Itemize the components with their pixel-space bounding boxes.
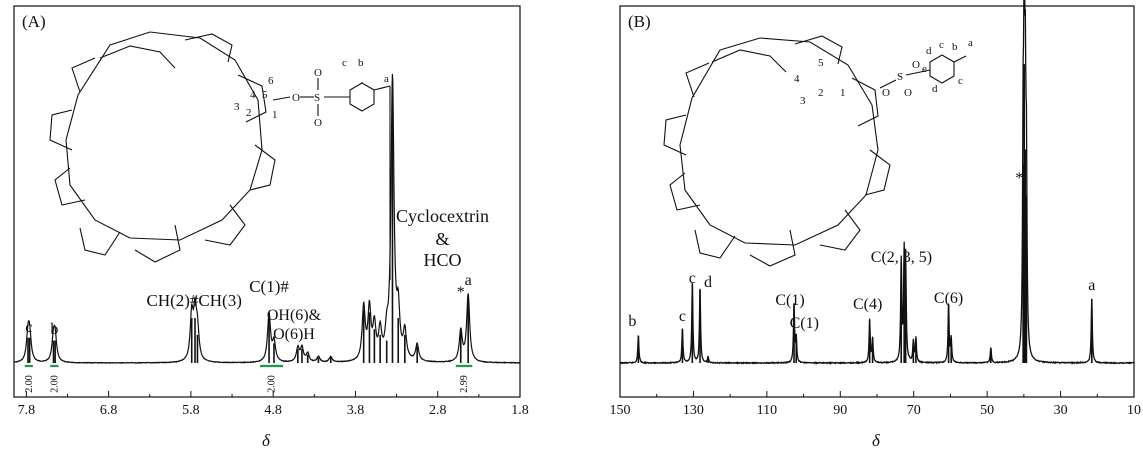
peak-label: C(1) — [790, 315, 819, 332]
struct-b-c2: c — [958, 75, 963, 87]
peak-label: b — [50, 321, 58, 338]
peak-label: * — [457, 284, 465, 301]
peak-label: * — [1015, 170, 1023, 187]
x-tick-label: 130 — [683, 403, 704, 418]
peak-label: CH(2)#CH(3) — [146, 291, 241, 310]
struct-b-pos1: 1 — [840, 87, 846, 99]
x-tick-label: 30 — [1054, 403, 1068, 418]
panel-a-integrals: 2.00 2.00 2.00 2.99 — [24, 364, 473, 393]
struct-b-d1: d — [926, 45, 932, 57]
x-tick-label: 70 — [907, 403, 921, 418]
panel-a-label: (A) — [22, 12, 46, 31]
panel-b-peak-labels: b cc dC(1)C(1)C(4)C(2, 3, 5)C(6)*a — [628, 170, 1095, 332]
peak-label: c — [25, 319, 32, 336]
panel-b-frame — [619, 5, 1135, 398]
struct-b-pos2: 2 — [818, 87, 824, 99]
panel-a: (A) δ 7.8 6.8 5.8 4.8 3.8 2.8 1.8 c bCH(2)#CH(3… — [13, 5, 529, 450]
peak-label: C(2, 3, 5) — [871, 249, 932, 266]
panel-a-peak-labels: c b CH(2)#CH(3) C(1)# OH(6)& O(6)H * Cyclocextr… — [25, 206, 489, 343]
struct-a-o2: O — [314, 117, 322, 129]
struct-b-e: e — [922, 63, 927, 75]
struct-a-s: S — [314, 92, 320, 104]
panel-b: (B) δ 150 130 110 90 70 50 30 10 b cc dC(1)C(1)C(… — [610, 0, 1141, 450]
struct-a-pos3: 3 — [234, 101, 240, 113]
panel-a-structure-text: S O O O c b a 6 5 4 3 2 1 — [234, 57, 389, 129]
x-tick-label: 6.8 — [100, 403, 118, 418]
struct-a-c: c — [342, 57, 347, 69]
peak-label: OH(6)& — [267, 307, 322, 324]
integral-value: 2.00 — [49, 375, 60, 393]
struct-a-b: b — [358, 57, 364, 69]
spectrum-line — [13, 73, 521, 365]
peak-label: & — [436, 229, 450, 249]
peak-label: c — [679, 308, 686, 325]
x-tick-label: 7.8 — [18, 403, 36, 418]
struct-a-a: a — [384, 73, 389, 85]
x-tick-label: 3.8 — [347, 403, 365, 418]
peak-label: a — [465, 272, 472, 289]
struct-b-o3: O — [882, 87, 890, 99]
panel-a-x-axis: 7.8 6.8 5.8 4.8 3.8 2.8 1.8 — [18, 391, 529, 418]
spectrum-line — [619, 0, 1135, 365]
struct-b-b: b — [952, 41, 958, 53]
x-tick-label: 110 — [757, 403, 777, 418]
peak-label: C(1) — [775, 292, 804, 309]
peak-label: d — [704, 274, 712, 291]
peak-label: C(6) — [934, 290, 963, 307]
struct-a-o1: O — [314, 67, 322, 79]
struct-a-pos1: 1 — [272, 109, 278, 121]
panel-b-structure-text: S O O O d c b a e c d 5 4 3 2 1 — [794, 37, 973, 107]
struct-b-a: a — [968, 37, 973, 49]
peak-label: HCO — [424, 250, 462, 270]
integral-value: 2.00 — [267, 375, 278, 393]
x-tick-label: 5.8 — [182, 403, 200, 418]
panel-b-spectrum — [619, 0, 1135, 365]
peak-label: C(4) — [853, 296, 882, 313]
struct-a-pos4: 4 — [250, 89, 256, 101]
struct-b-pos5: 5 — [818, 57, 824, 69]
peak-label: Cyclocextrin — [396, 206, 489, 226]
panel-a-xlabel: δ — [262, 431, 271, 450]
x-tick-label: 1.8 — [511, 403, 529, 418]
x-tick-label: 50 — [980, 403, 994, 418]
struct-b-pos3: 3 — [800, 95, 806, 107]
peak-label: O(6)H — [273, 326, 315, 343]
integral-value: 2.99 — [459, 375, 470, 393]
struct-b-o1: O — [912, 59, 920, 71]
struct-a-pos5: 5 — [262, 89, 268, 101]
panel-b-label: (B) — [628, 12, 651, 31]
struct-b-s: S — [897, 71, 903, 83]
struct-b-o2: O — [904, 87, 912, 99]
x-tick-label: 2.8 — [429, 403, 447, 418]
panel-a-frame — [13, 5, 521, 398]
peak-label: b — [628, 313, 636, 330]
panel-b-xlabel: δ — [872, 431, 881, 450]
struct-a-pos2: 2 — [246, 107, 252, 119]
x-tick-label: 10 — [1127, 403, 1141, 418]
x-tick-label: 4.8 — [264, 403, 282, 418]
integral-value: 2.00 — [24, 375, 35, 393]
struct-b-c1: c — [939, 39, 944, 51]
struct-a-o3: O — [292, 92, 300, 104]
x-tick-label: 150 — [610, 403, 631, 418]
peak-label: a — [1088, 277, 1095, 294]
panel-a-cyclodextrin-structure — [49, 31, 391, 280]
panel-b-x-axis: 150 130 110 90 70 50 30 10 — [610, 391, 1141, 418]
struct-b-d2: d — [932, 83, 938, 95]
x-tick-label: 90 — [833, 403, 847, 418]
panel-a-spectrum — [13, 73, 521, 365]
panel-b-cyclodextrin-structure — [663, 35, 967, 267]
peak-label: C(1)# — [249, 277, 289, 296]
peak-label: c — [689, 270, 696, 287]
struct-a-pos6: 6 — [268, 75, 274, 87]
struct-b-pos4: 4 — [794, 73, 800, 85]
